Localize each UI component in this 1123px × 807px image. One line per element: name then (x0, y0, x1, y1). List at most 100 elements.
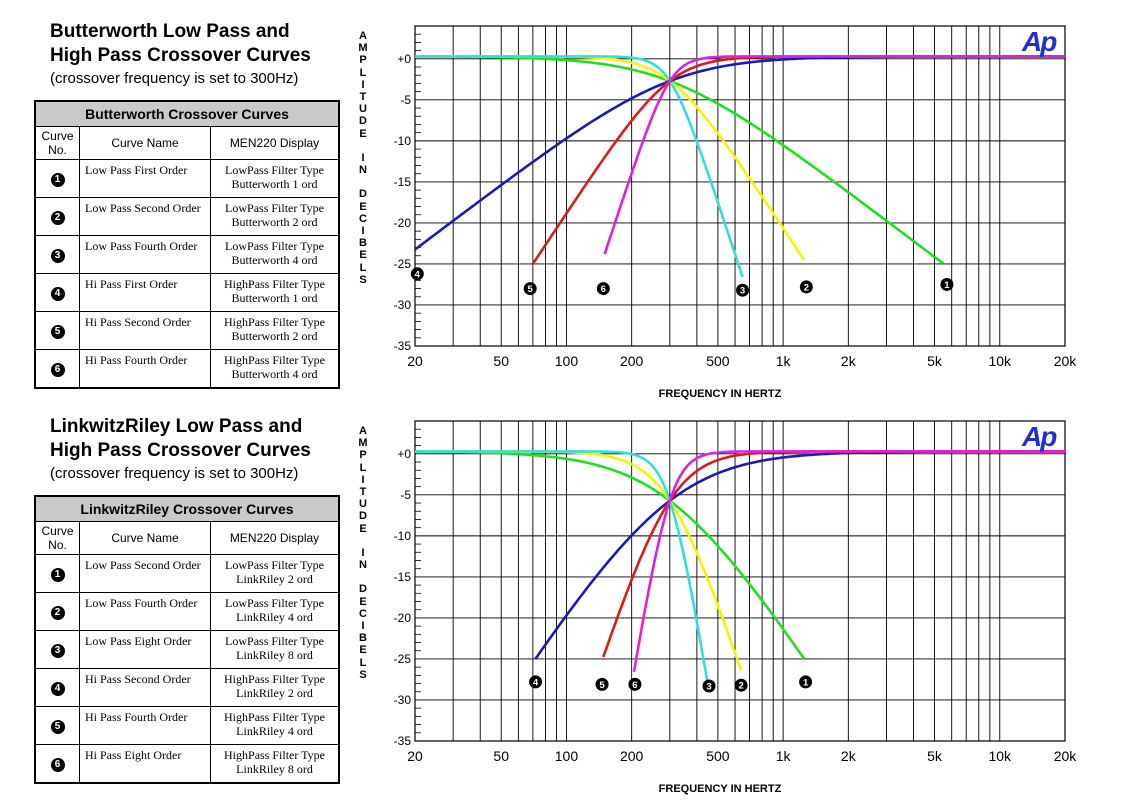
display-text: HighPass Filter Type LinkRiley 4 ord (210, 706, 340, 745)
display-text: HighPass Filter Type Butterworth 4 ord (210, 349, 340, 389)
curve-marker (410, 267, 424, 281)
curve-name: Low Pass Fourth Order (79, 235, 211, 274)
y-axis-label-letter: L (359, 261, 367, 274)
table-row: 3 Low Pass Fourth Order LowPass Filter T… (34, 235, 340, 274)
display-text: LowPass Filter Type Butterworth 2 ord (210, 197, 340, 236)
table-row: 3 Low Pass Eight Order LowPass Filter Ty… (34, 630, 340, 669)
y-axis-label-letter: I (361, 620, 365, 632)
curve-marker (628, 677, 642, 691)
curve-marker-label: 6 (632, 680, 637, 691)
y-axis-label-letter: B (359, 632, 367, 645)
ap-logo: Ap (1022, 26, 1057, 57)
y-tick-label: -20 (394, 216, 412, 230)
y-axis-label-letter: S (359, 273, 367, 286)
x-axis-label: FREQUENCY IN HERTZ (659, 783, 782, 795)
y-axis-label-letter: E (359, 595, 367, 608)
x-tick-label: 20k (1054, 353, 1078, 369)
y-axis-label-letter: T (359, 485, 367, 498)
curve-marker (523, 282, 537, 296)
curve-number-badge: 3 (50, 643, 65, 658)
curve-name: Hi Pass First Order (79, 273, 211, 312)
curve-name: Low Pass Second Order (79, 197, 211, 236)
display-text: HighPass Filter Type Butterworth 2 ord (210, 311, 340, 350)
y-axis-label-letter: U (359, 498, 367, 511)
curve-marker (799, 280, 813, 294)
curve-marker-label: 4 (533, 677, 539, 688)
curve-name: Hi Pass Fourth Order (79, 706, 211, 745)
y-tick-label: -20 (394, 611, 412, 625)
display-text: HighPass Filter Type LinkRiley 8 ord (210, 744, 340, 784)
curve-name: Low Pass Second Order (79, 554, 211, 593)
y-axis-label-letter: I (361, 225, 365, 237)
table-row: 5 Hi Pass Second Order HighPass Filter T… (34, 311, 340, 350)
curve-number-badge: 5 (50, 324, 65, 339)
plot-frame (414, 420, 1066, 742)
display-text: LowPass Filter Type LinkRiley 4 ord (210, 592, 340, 631)
table-row: 4 Hi Pass Second Order HighPass Filter T… (34, 668, 340, 707)
curve-marker-label: 3 (706, 682, 711, 693)
curve-name: Hi Pass Second Order (79, 668, 211, 707)
y-axis-label-letter: I (361, 473, 365, 486)
y-axis-label-letter: P (359, 449, 367, 462)
curve-5 (602, 450, 1065, 658)
title-line-2: High Pass Crossover Curves (50, 440, 311, 461)
y-axis-label-letter: B (359, 237, 367, 250)
y-axis-label-letter: I (361, 151, 365, 164)
curve-marker-label: 1 (803, 677, 809, 688)
y-tick-label: -25 (394, 257, 412, 271)
y-axis-label-letter: A (359, 425, 367, 437)
x-tick-label: 100 (555, 353, 579, 369)
curve-marker-label: 2 (804, 282, 809, 293)
display-text: LowPass Filter Type LinkRiley 8 ord (210, 630, 340, 669)
col-curve-name: Curve Name (79, 126, 211, 160)
display-text: HighPass Filter Type LinkRiley 2 ord (210, 668, 340, 707)
y-axis-label-letter: M (358, 42, 368, 55)
curve-4 (415, 55, 1065, 251)
display-text: LowPass Filter Type Butterworth 1 ord (210, 159, 340, 198)
panel-title: LinkwitzRiley Low Pass and High Pass Cro… (50, 415, 311, 463)
curve-marker-label: 1 (944, 280, 950, 291)
title-line-2: High Pass Crossover Curves (50, 45, 311, 66)
table-caption: Butterworth Crossover Curves (34, 100, 340, 127)
x-tick-label: 200 (620, 748, 644, 764)
curve-number-badge: 2 (50, 210, 65, 225)
curve-marker (702, 679, 716, 693)
curve-name: Hi Pass Fourth Order (79, 349, 211, 389)
table-row: 6 Hi Pass Fourth Order HighPass Filter T… (34, 349, 340, 389)
col-curve-no: Curve No. (34, 126, 80, 160)
y-axis-label-letter: S (359, 668, 367, 681)
y-axis-label-letter: A (359, 30, 367, 42)
x-tick-label: 2k (841, 748, 857, 764)
y-axis-label-letter: I (361, 78, 365, 91)
col-display: MEN220 Display (210, 521, 340, 555)
display-text: HighPass Filter Type Butterworth 1 ord (210, 273, 340, 312)
curve-3 (415, 55, 744, 278)
curve-number-badge: 6 (50, 362, 65, 377)
curve-number-badge: 4 (50, 681, 65, 696)
curve-marker-label: 5 (599, 680, 605, 691)
curve-marker-label: 2 (738, 681, 743, 692)
curve-marker-label: 3 (740, 286, 745, 297)
ap-logo: Ap (1022, 421, 1057, 452)
curve-marker (734, 678, 748, 692)
x-tick-label: 500 (706, 353, 730, 369)
panel-title: Butterworth Low Pass and High Pass Cross… (50, 20, 311, 68)
grid (414, 420, 1066, 742)
curve-2 (415, 55, 806, 261)
y-axis-label-letter: L (359, 656, 367, 669)
display-text: LowPass Filter Type Butterworth 4 ord (210, 235, 340, 274)
y-tick-label: -30 (394, 298, 412, 312)
x-tick-label: 20 (407, 353, 423, 369)
curve-marker-label: 6 (601, 284, 606, 295)
title-line-1: Butterworth Low Pass and (50, 21, 290, 42)
plot-frame (414, 25, 1066, 347)
curves-table: LinkwitzRiley Crossover Curves Curve No.… (34, 495, 340, 784)
y-axis-label-letter (356, 571, 370, 583)
x-tick-label: 100 (555, 748, 579, 764)
y-tick-label: -5 (400, 93, 411, 107)
y-tick-label: -10 (394, 529, 412, 543)
y-tick-label: -35 (394, 734, 412, 748)
butterworth-panel: Butterworth Low Pass and High Pass Cross… (0, 0, 1123, 400)
